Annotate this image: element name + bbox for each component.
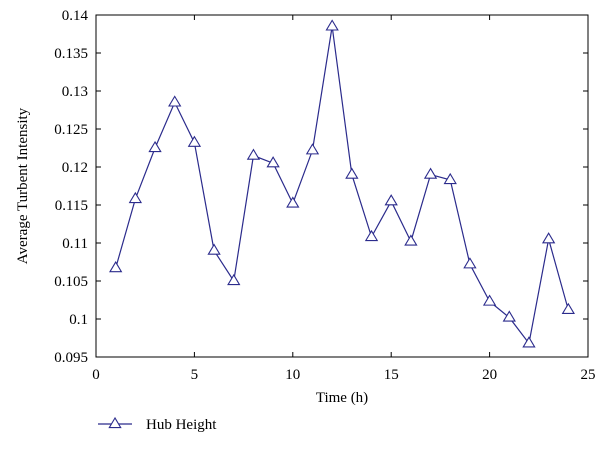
data-point-marker (561, 302, 575, 315)
y-tick-label: 0.125 (54, 122, 88, 138)
y-tick-label: 0.13 (62, 84, 88, 100)
legend: Hub Height (98, 416, 217, 433)
y-tick-label: 0.12 (62, 160, 88, 176)
data-point-marker (345, 167, 359, 179)
data-point-marker (522, 336, 536, 348)
data-point-marker (109, 261, 123, 273)
data-point-marker (443, 172, 457, 185)
data-point-marker (227, 273, 241, 286)
x-tick-label: 5 (191, 367, 199, 383)
data-point-marker (482, 294, 497, 306)
x-axis-label: Time (h) (316, 390, 368, 406)
y-tick-label: 0.105 (54, 274, 88, 290)
data-point-marker (384, 194, 398, 206)
x-tick-label: 25 (581, 367, 596, 383)
y-tick-label: 0.135 (54, 46, 88, 62)
data-point-marker (541, 232, 556, 244)
y-tick-label: 0.14 (62, 8, 89, 24)
data-point-marker (266, 156, 280, 168)
legend-label: Hub Height (146, 417, 217, 433)
x-tick-label: 20 (482, 367, 497, 383)
series-layer (109, 19, 575, 348)
axis-ticks: 0 5 10 15 20 25 0.095 0.1 0.105 0.11 0.115 0.12 0.12… (54, 8, 595, 383)
data-point-marker (168, 95, 182, 107)
data-point-marker (325, 19, 339, 31)
x-tick-label: 10 (285, 367, 300, 383)
data-point-marker (286, 196, 300, 208)
data-point-marker (404, 234, 418, 246)
data-point-marker (423, 167, 438, 179)
y-axis-label: Average Turbent Intensity (15, 107, 31, 264)
plot-area-frame (95, 14, 589, 358)
data-point-marker (187, 135, 202, 147)
y-tick-label: 0.095 (54, 350, 88, 366)
data-point-marker (207, 243, 221, 255)
data-point-marker (502, 310, 516, 322)
x-tick-label: 0 (92, 367, 100, 383)
data-point-marker (463, 257, 477, 269)
data-point-marker (246, 148, 261, 160)
data-point-marker (364, 229, 379, 242)
data-point-marker (148, 140, 162, 153)
x-tick-label: 15 (384, 367, 399, 383)
data-point-marker (305, 143, 320, 155)
y-tick-label: 0.1 (69, 312, 88, 328)
y-tick-label: 0.115 (55, 198, 88, 214)
y-tick-label: 0.11 (62, 236, 88, 252)
series-line (115, 26, 569, 345)
data-point-marker (128, 191, 143, 204)
legend-marker (108, 416, 122, 429)
